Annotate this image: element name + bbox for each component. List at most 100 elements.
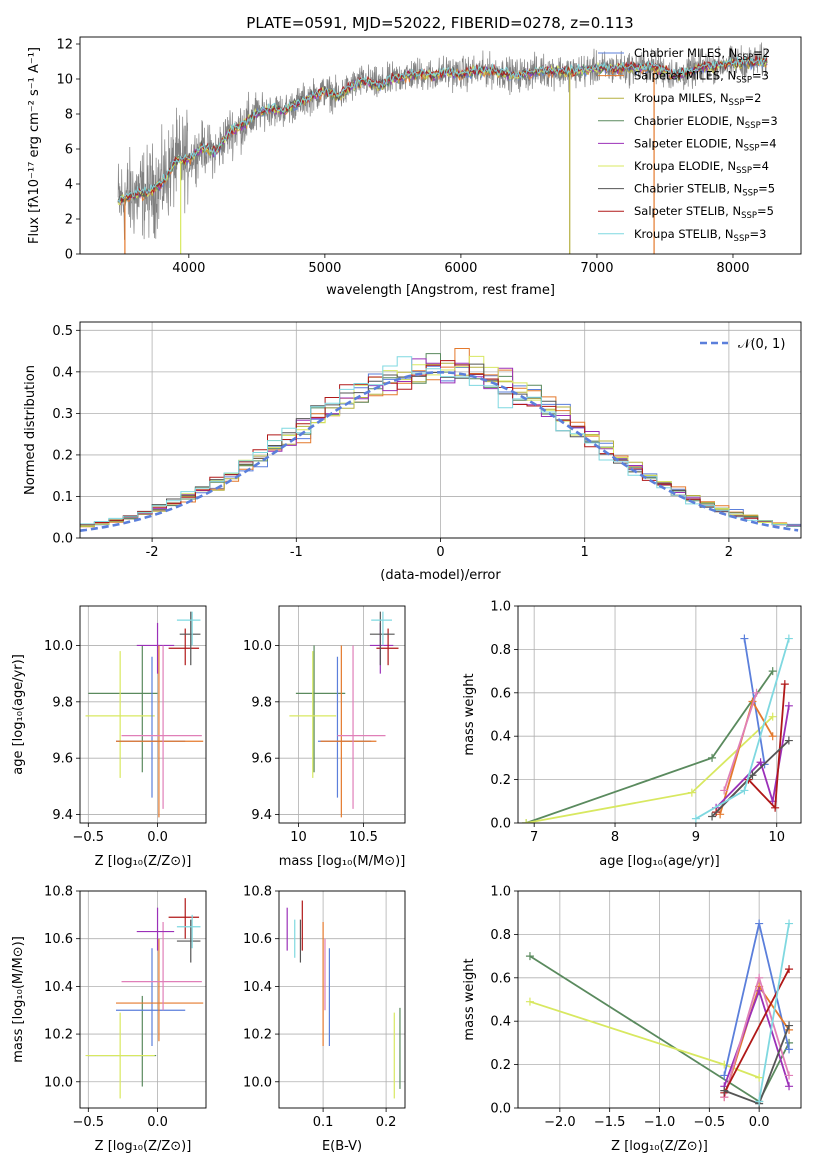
y-tick-label: 10.4 bbox=[44, 980, 73, 995]
x-tick-label: -1 bbox=[290, 545, 303, 560]
mass-weight-marker bbox=[687, 788, 696, 797]
legend-tail: =2 bbox=[744, 91, 761, 105]
y-tick-label: 0.8 bbox=[490, 928, 511, 943]
y-tick-label: 10.6 bbox=[243, 932, 272, 947]
x-axis-label: (data-model)/error bbox=[380, 568, 501, 583]
x-tick-label: 6000 bbox=[444, 261, 477, 276]
y-tick-label: 12 bbox=[56, 38, 73, 53]
legend-entry: 𝒩(0, 1) bbox=[738, 337, 785, 352]
x-tick-label: 0.1 bbox=[313, 1115, 334, 1130]
y-tick-label: 10.4 bbox=[243, 980, 272, 995]
legend-subscript: SSP bbox=[736, 166, 752, 176]
mass-weight-marker bbox=[525, 952, 534, 961]
x-tick-label: 0.2 bbox=[376, 1115, 397, 1130]
x-tick-label: -2 bbox=[146, 545, 159, 560]
x-tick-label: 10.5 bbox=[349, 830, 378, 845]
y-axis-label: Flux [fλ10⁻¹⁷ erg cm⁻² s⁻¹ A⁻¹] bbox=[27, 47, 42, 244]
axes-frame bbox=[79, 605, 207, 824]
x-tick-label: 5000 bbox=[308, 261, 341, 276]
x-tick-label: −0.5 bbox=[73, 1115, 105, 1130]
x-tick-label: 7000 bbox=[580, 261, 613, 276]
y-tick-label: 0.4 bbox=[490, 730, 511, 745]
mass-weight-marker bbox=[720, 786, 729, 795]
x-tick-label: 0.0 bbox=[147, 830, 168, 845]
mass_vs_Z-panel: −0.5 0.0 10.0 10.2 10.4 10.6 10.8 Z [log₁₀(Z/Z⊙… bbox=[11, 885, 207, 1154]
legend-entry: Chabrier MILES, NSSP=2 bbox=[634, 46, 770, 63]
y-tick-label: 2 bbox=[65, 213, 73, 228]
mass-weight-line bbox=[715, 705, 790, 809]
mass-weight-marker bbox=[784, 736, 793, 745]
y-tick-label: 10.8 bbox=[44, 885, 73, 900]
y-axis-label: mass [log₁₀(M/M⊙)] bbox=[11, 936, 26, 1063]
y-tick-label: 9.6 bbox=[52, 752, 73, 767]
y-tick-label: 10.2 bbox=[243, 1028, 272, 1043]
mass-weight-marker bbox=[522, 819, 531, 823]
mass-weight-marker bbox=[784, 634, 793, 643]
x-axis-label: E(B-V) bbox=[322, 1139, 362, 1154]
x-axis-label: Z [log₁₀(Z/Z⊙)] bbox=[611, 1139, 708, 1154]
mass-weight-marker bbox=[525, 997, 534, 1006]
legend-subscript: SSP bbox=[742, 189, 758, 199]
y-axis-label: mass weight bbox=[462, 673, 477, 755]
x-axis-label: Z [log₁₀(Z/Z⊙)] bbox=[95, 1139, 192, 1154]
y-tick-label: 0.0 bbox=[52, 532, 73, 547]
axes-frame bbox=[79, 321, 802, 539]
legend-subscript: SSP bbox=[737, 53, 753, 63]
y-tick-label: 0.2 bbox=[52, 448, 73, 463]
mass-weight-marker bbox=[785, 1071, 794, 1080]
y-tick-label: 0.0 bbox=[490, 817, 511, 832]
legend-entry: Kroupa STELIB, NSSP=3 bbox=[634, 227, 766, 244]
y-tick-label: 9.8 bbox=[52, 695, 73, 710]
x-tick-label: −0.5 bbox=[73, 830, 105, 845]
y-axis-label: mass weight bbox=[462, 958, 477, 1040]
y-tick-label: 8 bbox=[65, 108, 73, 123]
legend-subscript: SSP bbox=[729, 98, 745, 108]
mass-weight-marker bbox=[785, 919, 794, 928]
y-tick-label: 0.2 bbox=[490, 773, 511, 788]
spectrum-panel: 4000 5000 6000 7000 8000 0 2 4 6 8 10 12 wavelength … bbox=[27, 36, 802, 298]
weight_vs_age-plot-area bbox=[522, 634, 793, 823]
y-tick-label: 6 bbox=[65, 143, 73, 158]
mass-weight-line bbox=[525, 716, 774, 823]
legend-entry: Chabrier ELODIE, NSSP=3 bbox=[634, 114, 778, 131]
weight_vs_age-panel: 7 8 9 10 0.0 0.2 0.4 0.6 0.8 1.0 age [log₁₀(age/yr… bbox=[462, 600, 802, 869]
mass-weight-marker bbox=[768, 712, 777, 721]
mass-weight-marker bbox=[785, 1082, 794, 1091]
legend-entry: Salpeter STELIB, NSSP=5 bbox=[634, 204, 774, 221]
axes-frame bbox=[517, 605, 802, 824]
legend-tail: =4 bbox=[752, 159, 769, 173]
y-tick-label: 9.8 bbox=[251, 695, 272, 710]
y-tick-label: 9.4 bbox=[52, 808, 73, 823]
mass-weight-line bbox=[758, 923, 790, 1102]
legend-tail: =3 bbox=[761, 114, 778, 128]
weight_vs_Z-plot-area bbox=[525, 919, 794, 1108]
legend-subscript: SSP bbox=[734, 234, 750, 244]
mass-weight-marker bbox=[720, 1071, 729, 1080]
mass-weight-marker bbox=[756, 758, 765, 767]
legend-tail: =5 bbox=[758, 182, 775, 196]
legend-subscript: SSP bbox=[741, 211, 757, 221]
legend-text: Chabrier STELIB, N bbox=[634, 182, 742, 196]
mass-weight-marker bbox=[740, 634, 749, 643]
mass-weight-marker bbox=[755, 986, 764, 995]
x-tick-label: 4000 bbox=[172, 261, 205, 276]
legend-tail: =3 bbox=[752, 69, 769, 83]
y-tick-label: 1.0 bbox=[490, 885, 511, 900]
x-tick-label: −1.5 bbox=[594, 1115, 626, 1130]
age_vs_Z-panel: −0.5 0.0 9.4 9.6 9.8 10.0 Z [log₁₀(Z/Z⊙)] age [… bbox=[11, 605, 207, 869]
y-tick-label: 10.0 bbox=[44, 1075, 73, 1090]
mass-weight-marker bbox=[784, 701, 793, 710]
x-axis-label: age [log₁₀(age/yr)] bbox=[599, 854, 720, 869]
y-tick-label: 0.4 bbox=[52, 365, 73, 380]
legend-entry: Salpeter ELODIE, NSSP=4 bbox=[634, 136, 777, 153]
y-tick-label: 1.0 bbox=[490, 600, 511, 615]
legend-text: Chabrier ELODIE, N bbox=[634, 114, 745, 128]
y-tick-label: 0.3 bbox=[52, 407, 73, 422]
mass-weight-marker bbox=[785, 1045, 794, 1054]
axes-frame bbox=[278, 605, 406, 824]
mass-weight-marker bbox=[752, 688, 761, 697]
y-tick-label: 0.1 bbox=[52, 490, 73, 505]
x-tick-label: −0.5 bbox=[694, 1115, 726, 1130]
spectrum-plot-area bbox=[117, 42, 768, 254]
mass-weight-marker bbox=[708, 812, 717, 821]
